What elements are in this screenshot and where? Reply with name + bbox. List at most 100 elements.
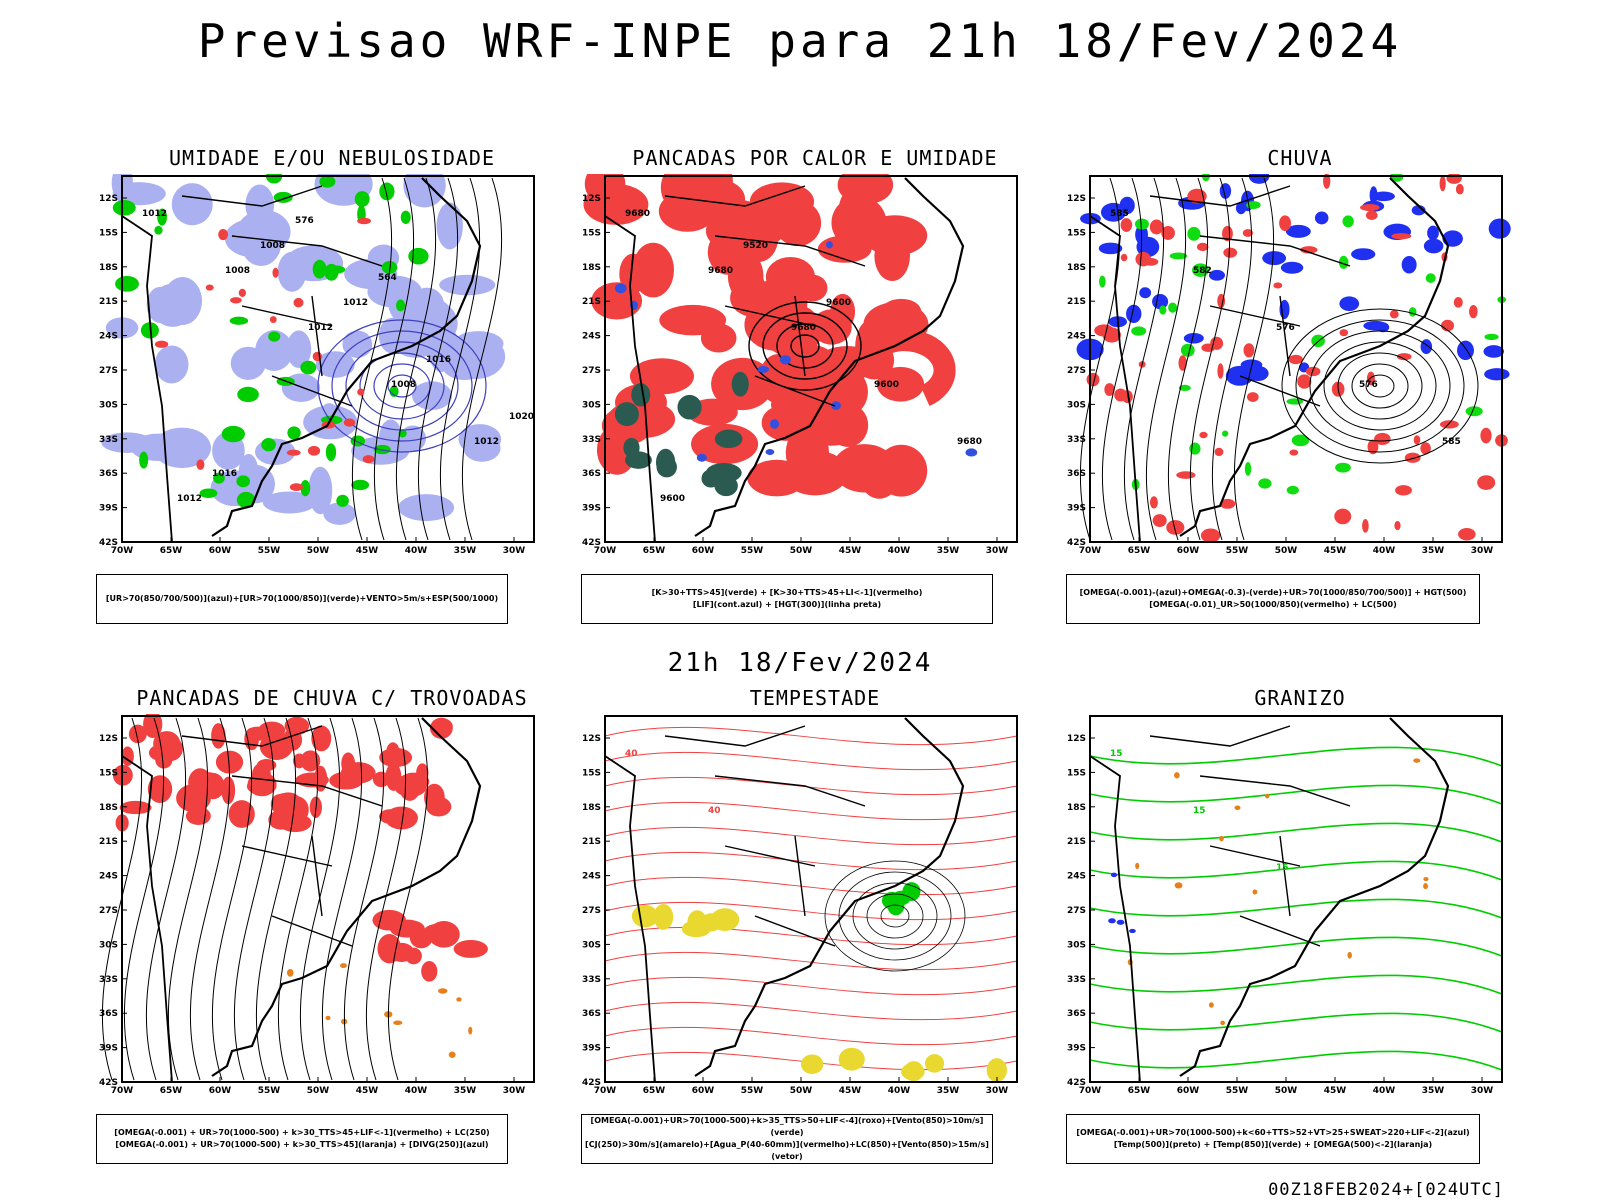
data-blob: [372, 771, 390, 788]
data-blob: [1131, 326, 1147, 336]
data-blob: [1114, 388, 1127, 402]
streamline: [351, 177, 393, 541]
legend-pancadas-calor: [K>30+TTS>45](verde) + [K>30+TTS>45+LI<-…: [581, 574, 993, 624]
lat-tick-label: 15S: [1067, 768, 1086, 778]
data-blob: [1423, 876, 1429, 882]
contour-label: 40: [708, 806, 721, 816]
data-blob: [1404, 452, 1421, 463]
data-blob: [1187, 226, 1201, 241]
data-blob: [325, 443, 337, 462]
lon-tick-label: 65W: [643, 1086, 666, 1096]
lat-tick-label: 18S: [1067, 263, 1086, 273]
streamline: [1079, 177, 1121, 541]
lon-tick-label: 55W: [1226, 1086, 1249, 1096]
data-blob: [1413, 435, 1421, 445]
andes-border: [604, 215, 656, 543]
data-blob: [714, 429, 743, 449]
data-blob: [293, 753, 306, 769]
data-blob: [1161, 225, 1175, 240]
data-blob: [300, 360, 317, 375]
data-blob: [325, 1015, 331, 1021]
cyclone-contour: [1337, 352, 1423, 420]
data-blob: [211, 723, 226, 749]
cyclone-contour: [824, 860, 966, 972]
data-blob: [1099, 275, 1106, 288]
data-blob: [1314, 211, 1329, 225]
streamline: [211, 717, 253, 1081]
data-blob: [236, 491, 256, 509]
data-blob: [1129, 928, 1136, 934]
streamline: [1233, 177, 1275, 541]
data-blob: [700, 323, 737, 353]
contour-label: 1012: [343, 298, 368, 308]
contour-line: [604, 726, 1018, 746]
streamline: [395, 177, 437, 541]
cyclone-contour: [331, 330, 473, 442]
data-blob: [744, 298, 809, 351]
lon-tick-label: 35W: [937, 1086, 960, 1096]
data-blob: [1367, 439, 1379, 455]
data-blob: [1219, 835, 1224, 842]
data-blob: [312, 259, 327, 279]
lat-tick-label: 39S: [1067, 1044, 1086, 1054]
contour-label: 9520: [743, 241, 768, 251]
andes-border: [604, 755, 656, 1083]
data-blob: [1480, 427, 1492, 444]
lon-tick-label: 45W: [356, 1086, 379, 1096]
data-blob: [1347, 951, 1352, 959]
state-borders: [1149, 185, 1351, 407]
data-blob: [1488, 218, 1511, 239]
data-blob: [1222, 225, 1233, 242]
valid-time-title: 21h 18/Fev/2024: [667, 648, 933, 678]
contour-label: 15: [1193, 806, 1206, 816]
legend-line: [OMEGA(-0.001)+UR>70(1000-500)+k>35_TTS>…: [590, 1116, 984, 1137]
temp850-contour: [1089, 1012, 1503, 1033]
data-blob: [1413, 758, 1421, 763]
data-blob: [1280, 261, 1304, 274]
contour-label: 1016: [426, 355, 451, 365]
data-blob: [1223, 247, 1238, 258]
data-blob: [1389, 310, 1399, 319]
data-blob: [456, 997, 462, 1002]
lat-tick-label: 33S: [1067, 975, 1086, 985]
data-blob: [287, 426, 301, 440]
data-blob: [468, 1026, 473, 1035]
data-blob: [1323, 174, 1331, 189]
lon-tick-label: 60W: [692, 1086, 715, 1096]
contour-label: 15: [1110, 749, 1123, 759]
data-blob: [1455, 183, 1464, 195]
data-blob: [769, 419, 780, 429]
data-blob: [143, 714, 163, 739]
lon-tick-label: 45W: [839, 1086, 862, 1096]
legend-line: [OMEGA(-0.001)+UR>70(1000-500)+k<60+TTS>…: [1076, 1128, 1470, 1137]
data-blob: [1208, 269, 1225, 281]
contour-line: [604, 1051, 1018, 1071]
data-blob: [1369, 186, 1378, 205]
data-blob: [362, 455, 375, 464]
coastline: [211, 717, 482, 1077]
map-frame: [604, 715, 1018, 1083]
map-frame: [1089, 715, 1503, 1083]
lat-tick-label: 33S: [582, 435, 601, 445]
lon-tick-label: 55W: [1226, 546, 1249, 556]
data-blob: [731, 371, 749, 397]
data-blob: [255, 330, 293, 371]
streamline: [1189, 177, 1231, 541]
contour-label: 1008: [391, 380, 416, 390]
data-blob: [1338, 255, 1349, 269]
data-blob: [1395, 485, 1412, 496]
lon-tick-label: 70W: [1079, 546, 1102, 556]
temp850-contour: [1089, 860, 1503, 881]
lat-tick-label: 27S: [582, 906, 601, 916]
lat-tick-label: 42S: [99, 538, 118, 548]
data-blob: [1126, 304, 1142, 324]
data-blob: [924, 1054, 945, 1073]
data-blob: [336, 494, 349, 507]
data-blob: [1394, 520, 1401, 531]
streamline: [461, 177, 503, 541]
data-blob: [408, 247, 429, 265]
data-blob: [1439, 420, 1459, 429]
data-blob: [1100, 202, 1127, 222]
lat-tick-label: 18S: [99, 803, 118, 813]
data-blob: [838, 1047, 865, 1071]
